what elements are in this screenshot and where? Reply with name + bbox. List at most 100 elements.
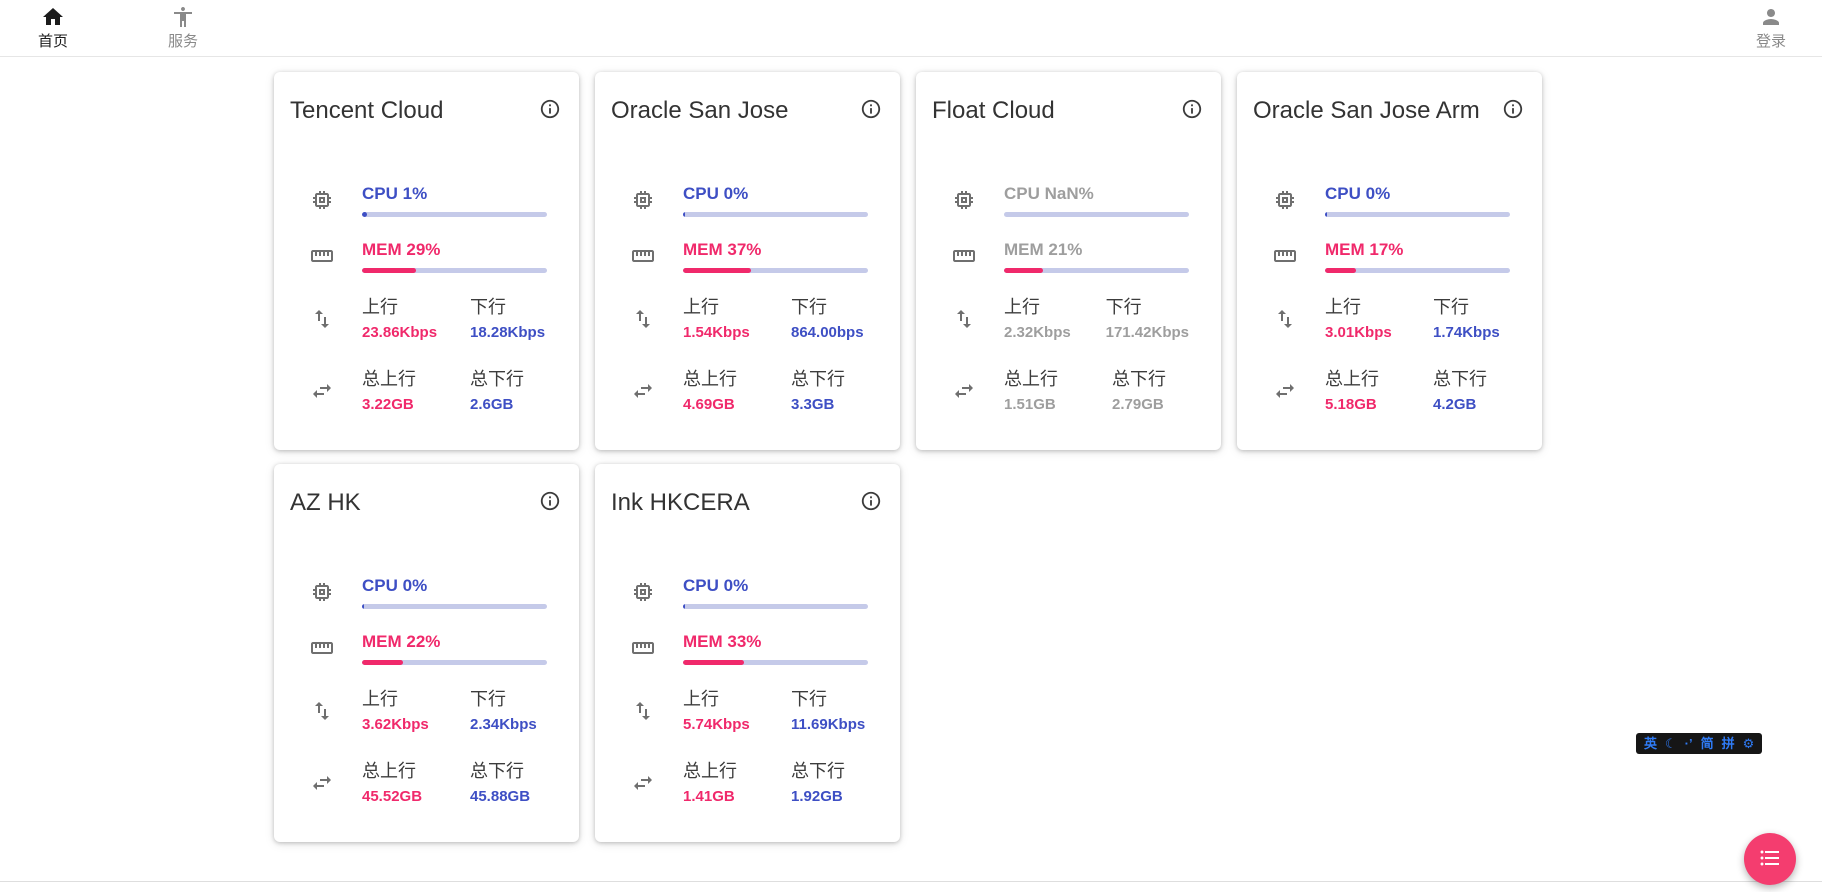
mem-stat: MEM 33% [683, 632, 868, 665]
moon-icon[interactable]: ☾ [1665, 736, 1677, 751]
mem-progress-bar [1325, 268, 1510, 273]
cpu-progress-bar [1004, 212, 1189, 217]
ime-simplified-toggle[interactable]: 简 [1700, 736, 1714, 751]
swap-vertical-icon [631, 307, 655, 331]
swap-vertical-icon [631, 699, 655, 723]
total-download-value: 45.88GB [470, 788, 531, 805]
ime-toolbar: 英 ☾ ·’ 简 拼 ⚙ [1636, 733, 1763, 754]
nav-item-login[interactable]: 登录 [1756, 5, 1786, 51]
footer-divider [0, 881, 1822, 882]
nav-left: 首页 服务 [38, 5, 198, 51]
cpu-progress-bar [362, 604, 547, 609]
upload-value: 3.01Kbps [1325, 324, 1392, 341]
traffic-row: 上行 2.32Kbps 下行 171.42Kbps [932, 296, 1189, 342]
total-upload-col: 总上行 1.41GB [683, 760, 791, 806]
cpu-row: CPU 0% [290, 576, 547, 609]
swap-horizontal-icon [310, 771, 334, 795]
gear-icon[interactable]: ⚙ [1742, 736, 1755, 751]
cpu-chip-icon [310, 580, 334, 604]
total-upload-value: 1.41GB [683, 788, 735, 805]
download-col: 下行 864.00bps [791, 296, 864, 342]
ime-punctuation-toggle[interactable]: ·’ [1684, 736, 1693, 751]
server-name: AZ HK [290, 489, 361, 516]
nav-login-label: 登录 [1755, 33, 1786, 50]
total-download-col: 总下行 1.92GB [791, 760, 845, 806]
total-upload-value: 4.69GB [683, 396, 735, 413]
download-value: 1.74Kbps [1433, 324, 1500, 341]
download-value: 18.28Kbps [470, 324, 546, 341]
mem-row: MEM 21% [932, 240, 1189, 273]
download-label: 下行 [1433, 297, 1469, 317]
total-traffic-row: 总上行 4.69GB 总下行 3.3GB [611, 368, 868, 414]
card-header: Oracle San Jose Arm [1253, 96, 1524, 126]
cpu-usage-label: CPU 0% [683, 184, 749, 203]
info-icon[interactable] [1181, 98, 1203, 120]
upload-col: 上行 3.62Kbps [362, 688, 470, 734]
ime-english-toggle[interactable]: 英 [1644, 736, 1658, 751]
cpu-progress-fill [362, 212, 367, 217]
info-icon[interactable] [539, 98, 561, 120]
download-value: 2.34Kbps [470, 716, 537, 733]
total-download-col: 总下行 4.2GB [1433, 368, 1487, 414]
server-card: Oracle San Jose Arm CPU 0% MEM 17% [1237, 72, 1542, 450]
info-icon[interactable] [860, 98, 882, 120]
accessibility-icon [171, 5, 195, 29]
traffic-row: 上行 1.54Kbps 下行 864.00bps [611, 296, 868, 342]
ime-pinyin-toggle[interactable]: 拼 [1721, 736, 1735, 751]
total-download-label: 总下行 [470, 369, 524, 389]
download-label: 下行 [1105, 297, 1142, 317]
server-name: Tencent Cloud [290, 97, 444, 124]
upload-col: 上行 1.54Kbps [683, 296, 791, 342]
nav-item-home[interactable]: 首页 [38, 5, 68, 51]
upload-value: 2.32Kbps [1004, 324, 1071, 341]
server-list-fab[interactable] [1744, 833, 1796, 885]
info-icon[interactable] [539, 490, 561, 512]
upload-value: 5.74Kbps [683, 716, 750, 733]
upload-label: 上行 [362, 297, 398, 317]
upload-label: 上行 [1325, 297, 1361, 317]
top-nav: 首页 服务 登录 [0, 0, 1822, 57]
total-upload-col: 总上行 3.22GB [362, 368, 470, 414]
traffic-row: 上行 5.74Kbps 下行 11.69Kbps [611, 688, 868, 734]
total-download-value: 4.2GB [1433, 396, 1477, 413]
mem-row: MEM 37% [611, 240, 868, 273]
total-download-label: 总下行 [791, 369, 845, 389]
download-col: 下行 18.28Kbps [470, 296, 545, 342]
home-icon [41, 5, 65, 29]
traffic-row: 上行 23.86Kbps 下行 18.28Kbps [290, 296, 547, 342]
cpu-progress-fill [683, 212, 685, 217]
mem-progress-bar [683, 268, 868, 273]
server-name: Oracle San Jose [611, 97, 789, 124]
cpu-progress-fill [362, 604, 364, 609]
mem-progress-fill [683, 660, 745, 665]
info-icon[interactable] [860, 490, 882, 512]
upload-label: 上行 [683, 297, 719, 317]
upload-col: 上行 3.01Kbps [1325, 296, 1433, 342]
mem-progress-fill [1004, 268, 1043, 273]
person-icon [1759, 5, 1783, 29]
info-icon[interactable] [1502, 98, 1524, 120]
cpu-usage-label: CPU 1% [362, 184, 428, 203]
swap-vertical-icon [952, 307, 976, 331]
cpu-stat: CPU 0% [1325, 184, 1510, 217]
swap-horizontal-icon [631, 379, 655, 403]
download-label: 下行 [470, 689, 506, 709]
swap-vertical-icon [310, 307, 334, 331]
cpu-stat: CPU 0% [362, 576, 547, 609]
upload-value: 3.62Kbps [362, 716, 429, 733]
cpu-chip-icon [631, 580, 655, 604]
cpu-row: CPU NaN% [932, 184, 1189, 217]
mem-row: MEM 17% [1253, 240, 1510, 273]
ruler-icon [631, 636, 655, 660]
upload-col: 上行 23.86Kbps [362, 296, 470, 342]
total-traffic-row: 总上行 45.52GB 总下行 45.88GB [290, 760, 547, 806]
nav-item-services[interactable]: 服务 [168, 5, 198, 51]
cpu-chip-icon [631, 188, 655, 212]
total-traffic-row: 总上行 5.18GB 总下行 4.2GB [1253, 368, 1510, 414]
cpu-chip-icon [310, 188, 334, 212]
total-upload-label: 总上行 [683, 761, 737, 781]
traffic-row: 上行 3.01Kbps 下行 1.74Kbps [1253, 296, 1510, 342]
download-value: 171.42Kbps [1105, 324, 1189, 341]
cpu-usage-label: CPU 0% [683, 576, 749, 595]
total-upload-label: 总上行 [1325, 369, 1379, 389]
